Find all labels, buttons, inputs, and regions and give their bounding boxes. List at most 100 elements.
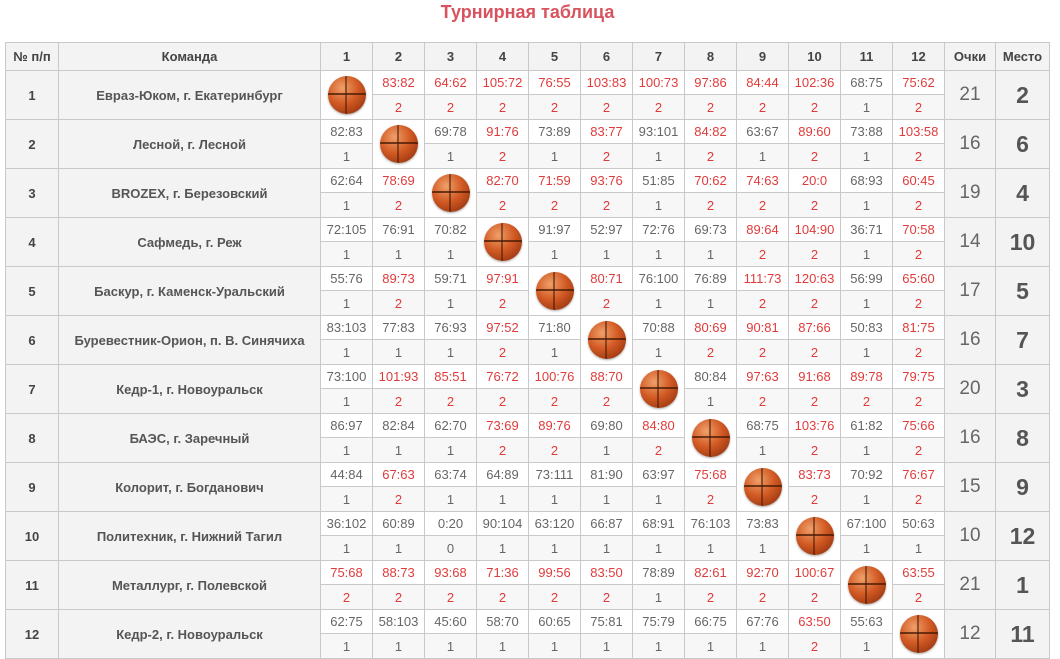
team-place: 1: [995, 560, 1050, 610]
team-points: 17: [944, 266, 996, 316]
team-points: 14: [944, 217, 996, 267]
match-points: 1: [424, 437, 477, 463]
match-points: 2: [476, 143, 529, 169]
team-points: 10: [944, 511, 996, 561]
page-title: Турнирная таблица: [440, 2, 615, 22]
team-points: 12: [944, 609, 996, 659]
match-points: 2: [788, 584, 841, 610]
match-points: 1: [528, 143, 581, 169]
match-score: 120:63: [788, 266, 841, 291]
match-points: 1: [892, 535, 945, 561]
match-score: 76:93: [424, 315, 477, 340]
match-score: 100:67: [788, 560, 841, 585]
match-points: 2: [320, 584, 373, 610]
match-score: 66:75: [684, 609, 737, 634]
basketball-icon: [743, 468, 782, 506]
match-score: 103:58: [892, 119, 945, 144]
column-header-round: 12: [892, 42, 945, 71]
match-points: 2: [528, 437, 581, 463]
match-score: 79:75: [892, 364, 945, 389]
match-points: 2: [840, 388, 893, 414]
team-place: 6: [995, 119, 1050, 169]
match-points: 2: [892, 388, 945, 414]
match-score: 89:76: [528, 413, 581, 438]
match-points: 1: [320, 388, 373, 414]
match-score: 93:76: [580, 168, 633, 193]
match-score: 83:73: [788, 462, 841, 487]
match-points: 1: [840, 339, 893, 365]
column-header-round: 4: [476, 42, 529, 71]
match-points: 1: [632, 633, 685, 659]
match-score: 71:59: [528, 168, 581, 193]
match-points: 1: [736, 535, 789, 561]
match-score: 67:63: [372, 462, 425, 487]
match-score: 97:86: [684, 70, 737, 95]
match-points: 1: [528, 486, 581, 512]
match-points: 1: [840, 290, 893, 316]
match-score: 62:75: [320, 609, 373, 634]
match-points: 2: [476, 94, 529, 120]
match-score: 80:69: [684, 315, 737, 340]
basketball-icon: [535, 272, 574, 310]
match-score: 50:63: [892, 511, 945, 536]
match-score: 89:64: [736, 217, 789, 242]
match-score: 67:76: [736, 609, 789, 634]
table-row: 11 Металлург, г. Полевской 75:68 88:73 93:68…: [5, 560, 1050, 610]
self-match-cell: [528, 266, 581, 316]
team-name: Кедр-1, г. Новоуральск: [58, 364, 321, 414]
match-score: 101:93: [372, 364, 425, 389]
match-score: 61:82: [840, 413, 893, 438]
match-points: 1: [320, 633, 373, 659]
team-number: 10: [5, 511, 59, 561]
match-points: 2: [372, 290, 425, 316]
team-place: 11: [995, 609, 1050, 659]
match-points: 1: [632, 143, 685, 169]
match-score: 63:50: [788, 609, 841, 634]
match-points: 2: [580, 584, 633, 610]
match-points: 1: [528, 339, 581, 365]
match-points: 2: [788, 143, 841, 169]
team-name: Лесной, г. Лесной: [58, 119, 321, 169]
match-score: 73:69: [476, 413, 529, 438]
match-score: 76:55: [528, 70, 581, 95]
match-score: 75:68: [320, 560, 373, 585]
match-score: 71:36: [476, 560, 529, 585]
match-score: 70:92: [840, 462, 893, 487]
match-points: 1: [684, 633, 737, 659]
team-number: 5: [5, 266, 59, 316]
match-points: 1: [736, 633, 789, 659]
match-score: 50:83: [840, 315, 893, 340]
match-score: 104:90: [788, 217, 841, 242]
table-row: 12 Кедр-2, г. Новоуральск 62:75 58:103 45:60…: [5, 609, 1050, 659]
match-score: 82:70: [476, 168, 529, 193]
match-points: 2: [580, 290, 633, 316]
match-score: 83:103: [320, 315, 373, 340]
match-points: 2: [372, 584, 425, 610]
match-score: 59:71: [424, 266, 477, 291]
match-score: 97:63: [736, 364, 789, 389]
match-score: 63:74: [424, 462, 477, 487]
match-score: 80:84: [684, 364, 737, 389]
team-name: Колорит, г. Богданович: [58, 462, 321, 512]
match-points: 1: [320, 437, 373, 463]
match-score: 36:102: [320, 511, 373, 536]
match-points: 1: [372, 633, 425, 659]
match-score: 69:78: [424, 119, 477, 144]
table-row: 10 Политехник, г. Нижний Тагил 36:102 60:89…: [5, 511, 1050, 561]
match-points: 1: [424, 290, 477, 316]
self-match-cell: [684, 413, 737, 463]
match-score: 71:80: [528, 315, 581, 340]
team-name: БАЭС, г. Заречный: [58, 413, 321, 463]
match-points: 2: [892, 486, 945, 512]
basketball-icon: [587, 321, 626, 359]
match-score: 52:97: [580, 217, 633, 242]
team-points: 19: [944, 168, 996, 218]
match-points: 2: [476, 584, 529, 610]
self-match-cell: [788, 511, 841, 561]
match-points: 1: [684, 388, 737, 414]
